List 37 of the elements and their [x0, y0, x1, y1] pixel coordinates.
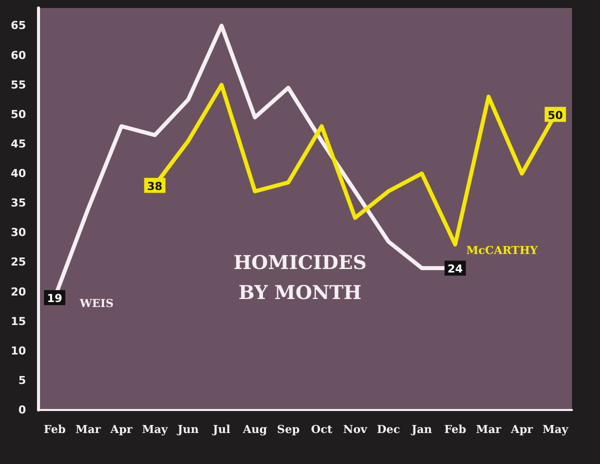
data-label: 19 [47, 292, 62, 306]
x-tick-label: Jan [410, 423, 432, 436]
data-label: 24 [448, 262, 464, 276]
x-tick-label: Apr [109, 423, 133, 436]
x-tick-label: Nov [343, 423, 368, 436]
x-tick-label: Sep [276, 423, 300, 436]
y-tick-label: 25 [10, 256, 26, 269]
x-tick-label: Mar [76, 423, 101, 436]
y-tick-label: 40 [10, 167, 26, 180]
data-label: 50 [548, 108, 564, 122]
x-tick-label: Feb [444, 423, 466, 436]
y-tick-label: 50 [10, 108, 26, 121]
y-tick-label: 65 [10, 19, 26, 32]
y-tick-label: 10 [10, 344, 26, 358]
x-tick-label: Feb [44, 423, 66, 436]
x-tick-label: May [542, 423, 569, 436]
x-tick-label: Jul [212, 423, 230, 436]
y-tick-label: 45 [10, 137, 26, 150]
y-tick-label: 5 [18, 374, 26, 387]
y-tick-label: 0 [18, 404, 26, 416]
y-tick-label: 15 [10, 314, 26, 328]
x-tick-label: Apr [510, 423, 534, 436]
series-label: WEIS [78, 297, 114, 310]
y-tick-label: 30 [10, 226, 26, 240]
x-tick-label: Dec [376, 423, 400, 436]
x-tick-label: Mar [476, 423, 502, 436]
data-label: 38 [147, 180, 162, 193]
x-tick-label: Aug [242, 423, 268, 436]
series-label: McCARTHY [466, 244, 538, 257]
x-tick-label: Jun [176, 423, 199, 436]
y-tick-label: 20 [10, 285, 26, 298]
x-tick-label: May [142, 423, 168, 436]
y-tick-label: 55 [10, 78, 26, 92]
y-tick-label: 35 [10, 196, 26, 210]
text: HOMICIDES BY MONTH [233, 252, 367, 304]
y-tick-label: 60 [10, 48, 26, 62]
x-tick-label: Oct [311, 423, 334, 436]
